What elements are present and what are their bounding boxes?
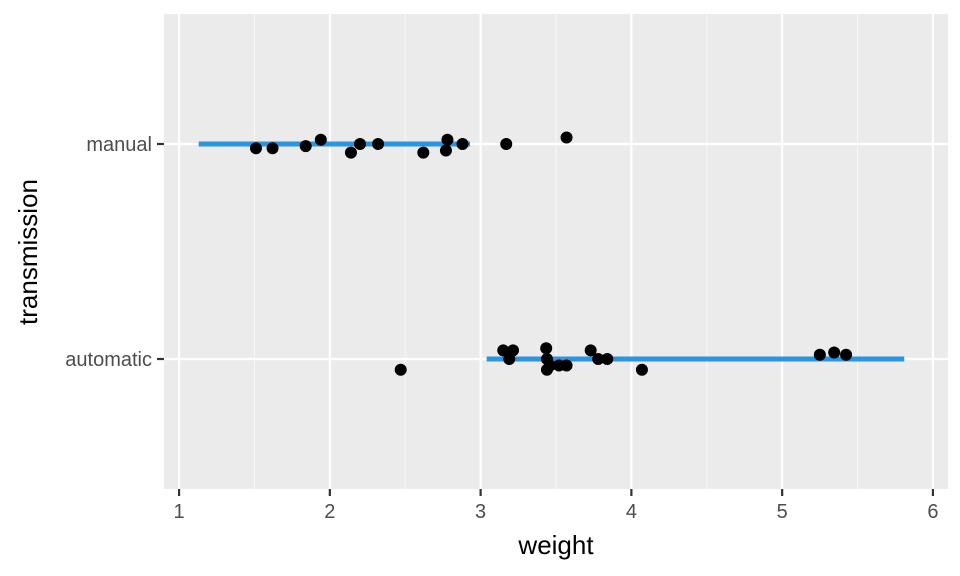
data-point <box>266 142 279 155</box>
data-point <box>840 348 853 361</box>
data-point <box>372 138 385 150</box>
data-point <box>828 346 841 359</box>
x-tick-label: 4 <box>626 501 637 523</box>
data-point <box>314 133 327 146</box>
data-point <box>635 363 648 376</box>
data-point <box>344 146 357 159</box>
data-point <box>584 344 597 357</box>
data-point <box>439 144 452 157</box>
range-lines <box>198 141 905 362</box>
x-tick-label: 3 <box>475 501 486 523</box>
points <box>249 131 853 376</box>
data-point <box>507 344 520 357</box>
data-point <box>441 133 454 146</box>
grid-major <box>164 14 948 489</box>
y-tick-label: manual <box>86 134 152 156</box>
data-point <box>417 146 430 159</box>
data-point <box>497 344 510 357</box>
y-tick-labels: manual automatic <box>65 134 152 371</box>
data-point <box>813 348 826 361</box>
data-point <box>354 138 366 150</box>
axis-ticks <box>157 142 935 496</box>
y-tick-label: automatic <box>65 349 152 371</box>
x-tick-label: 6 <box>927 501 938 523</box>
grid-minor <box>253 14 859 489</box>
x-tick-labels: 1 2 3 4 5 6 <box>174 501 939 523</box>
x-axis-title: weight <box>517 530 594 560</box>
x-tick-label: 1 <box>174 501 185 523</box>
data-point <box>500 138 513 150</box>
data-point <box>456 138 469 150</box>
data-point <box>540 342 553 355</box>
data-point <box>299 140 312 153</box>
x-tick-label: 2 <box>324 501 335 523</box>
data-point <box>592 353 605 365</box>
x-tick-label: 5 <box>777 501 788 523</box>
data-point <box>394 363 407 376</box>
y-axis-title: transmission <box>13 179 43 325</box>
data-point <box>543 359 556 372</box>
data-point <box>560 359 573 372</box>
data-point <box>601 353 614 365</box>
data-point <box>249 142 262 155</box>
data-point <box>560 131 573 144</box>
